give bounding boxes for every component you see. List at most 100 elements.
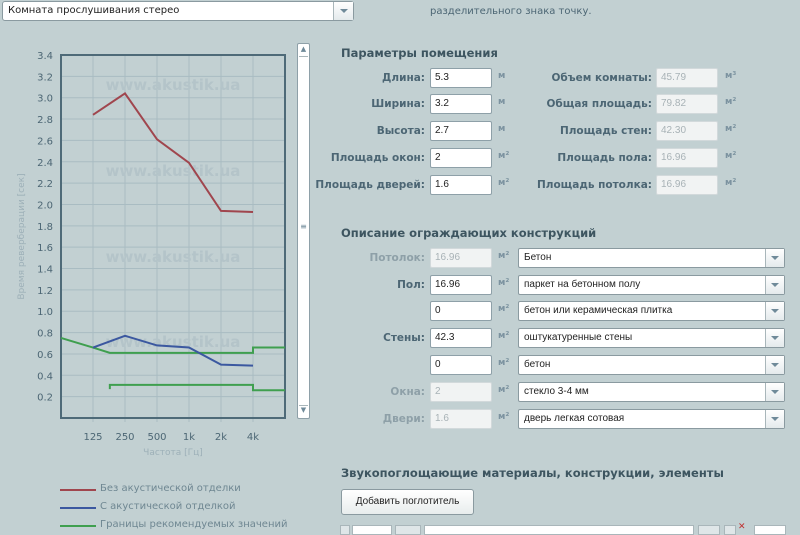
y-tick-label: 1.8 (37, 222, 53, 233)
legend-item: Границы рекомендуемых значений (100, 519, 288, 530)
computed-value: 45.79 (656, 68, 718, 88)
computed-unit: м³ (725, 66, 736, 86)
y-tick-label: 3.2 (37, 72, 53, 83)
y-tick-label: 2.0 (37, 200, 53, 211)
construction-material-select[interactable]: Бетон (518, 248, 785, 268)
computed-unit: м² (725, 173, 736, 193)
chevron-down-icon[interactable] (765, 329, 784, 347)
reverb-chart: 0.20.40.60.81.01.21.41.61.82.02.22.42.62… (0, 30, 300, 470)
param-input[interactable]: 5.3 (430, 68, 492, 88)
y-tick-label: 2.2 (37, 179, 53, 190)
x-tick-label: 4k (247, 432, 259, 443)
construction-unit: м² (498, 246, 509, 266)
chevron-down-icon[interactable] (765, 410, 784, 428)
construction-material-select[interactable]: паркет на бетонном полу (518, 275, 785, 295)
chevron-down-icon[interactable] (765, 383, 784, 401)
chevron-down-icon[interactable] (765, 302, 784, 320)
absorbers-title: Звукопоглощающие материалы, конструкции,… (341, 466, 724, 480)
construction-label: Окна: (300, 382, 425, 402)
scroll-thumb-grip-icon[interactable]: ≡ (299, 222, 308, 231)
plot-area (61, 55, 285, 418)
y-tick-label: 0.8 (37, 329, 53, 340)
absorber-row: ✕ (340, 525, 785, 535)
construction-unit: м² (498, 273, 509, 293)
material-value: дверь легкая сотовая (524, 413, 624, 424)
param-input[interactable]: 3.2 (430, 94, 492, 114)
construction-unit: м² (498, 353, 509, 373)
construction-area-input[interactable]: 0 (430, 355, 492, 375)
construction-area-input: 1.6 (430, 409, 492, 429)
y-tick-label: 1.6 (37, 243, 53, 254)
chevron-down-icon[interactable] (765, 276, 784, 294)
chevron-down-icon[interactable] (765, 356, 784, 374)
absorber-area-input[interactable] (352, 525, 392, 535)
y-tick-label: 3.4 (37, 51, 53, 62)
param-input[interactable]: 1.6 (430, 175, 492, 195)
y-tick-label: 0.2 (37, 393, 53, 404)
construction-unit: м² (498, 326, 509, 346)
y-tick-label: 0.6 (37, 350, 53, 361)
legend-line-red (60, 489, 96, 491)
computed-value: 16.96 (656, 148, 718, 168)
legend-line-blue (60, 507, 96, 509)
x-tick-label: 125 (83, 432, 102, 443)
param-unit: м (498, 92, 505, 112)
param-unit: м² (498, 173, 509, 193)
construction-label: Потолок: (300, 248, 425, 268)
delete-icon[interactable]: ✕ (738, 522, 746, 532)
computed-label: Объем комнаты: (520, 68, 652, 88)
y-axis-label: Время реверберации [сек] (17, 173, 27, 299)
computed-label: Площадь стен: (520, 121, 652, 141)
construction-material-select[interactable]: стекло 3-4 мм (518, 382, 785, 402)
material-value: Бетон (524, 252, 551, 263)
construction-area-input: 16.96 (430, 248, 492, 268)
y-tick-label: 2.6 (37, 136, 53, 147)
computed-label: Общая площадь: (520, 94, 652, 114)
material-value: оштукатуренные стены (524, 332, 632, 343)
constructions-title: Описание ограждающих конструкций (341, 226, 596, 240)
construction-label: Пол: (300, 275, 425, 295)
absorber-count-input[interactable] (754, 525, 786, 535)
absorber-material-select[interactable] (424, 525, 694, 535)
param-label: Площадь окон: (300, 148, 425, 168)
add-absorber-button[interactable]: Добавить поглотитель (341, 489, 474, 515)
watermark: www.akustik.ua (106, 248, 241, 266)
x-tick-label: 500 (147, 432, 166, 443)
construction-material-select[interactable]: дверь легкая сотовая (518, 409, 785, 429)
param-input[interactable]: 2 (430, 148, 492, 168)
construction-material-select[interactable]: бетон (518, 355, 785, 375)
param-label: Ширина: (300, 94, 425, 114)
x-tick-label: 2k (215, 432, 227, 443)
preset-dropdown[interactable]: Комната прослушивания стерео (2, 1, 354, 21)
y-tick-label: 0.4 (37, 371, 53, 382)
material-value: стекло 3-4 мм (524, 386, 589, 397)
computed-unit: м² (725, 146, 736, 166)
param-unit: м (498, 119, 505, 139)
construction-unit: м² (498, 380, 509, 400)
computed-value: 79.82 (656, 94, 718, 114)
y-tick-label: 1.0 (37, 307, 53, 318)
hint-text: разделительного знака точку. (430, 6, 592, 17)
computed-unit: м² (725, 119, 736, 139)
legend-item: Без акустической отделки (100, 483, 241, 494)
construction-area-input[interactable]: 16.96 (430, 275, 492, 295)
chevron-down-icon[interactable] (765, 249, 784, 267)
param-input[interactable]: 2.7 (430, 121, 492, 141)
construction-label: Двери: (300, 409, 425, 429)
computed-value: 16.96 (656, 175, 718, 195)
param-label: Площадь дверей: (300, 175, 425, 195)
construction-area-input[interactable]: 42.3 (430, 328, 492, 348)
construction-material-select[interactable]: оштукатуренные стены (518, 328, 785, 348)
watermark: www.akustik.ua (106, 76, 241, 94)
construction-unit: м² (498, 407, 509, 427)
computed-unit: м² (725, 92, 736, 112)
chevron-down-icon[interactable] (333, 2, 353, 20)
y-tick-label: 2.8 (37, 115, 53, 126)
preset-dropdown-value: Комната прослушивания стерео (8, 5, 179, 16)
construction-material-select[interactable]: бетон или керамическая плитка (518, 301, 785, 321)
x-axis-label: Частота [Гц] (143, 448, 203, 458)
computed-label: Площадь потолка: (520, 175, 652, 195)
computed-value: 42.30 (656, 121, 718, 141)
construction-area-input[interactable]: 0 (430, 301, 492, 321)
scroll-up-icon[interactable]: ▲ (299, 45, 308, 57)
